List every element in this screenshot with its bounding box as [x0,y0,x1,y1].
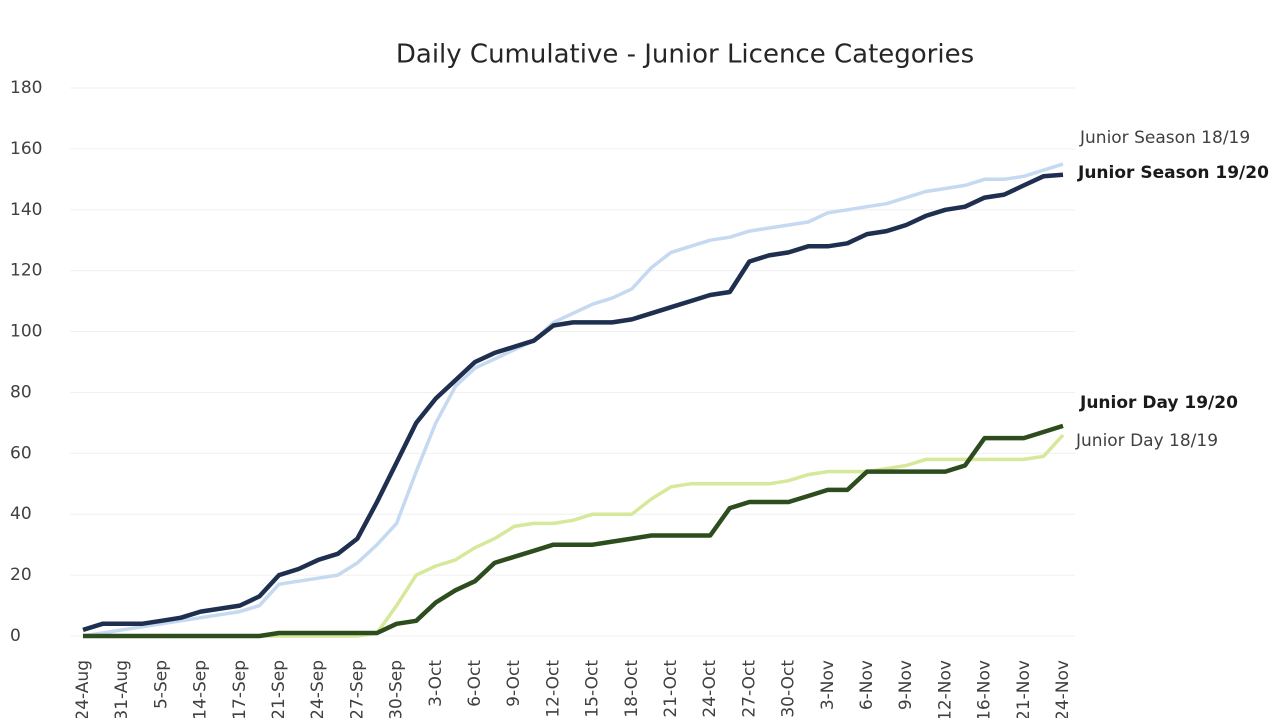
x-tick-label: 18-Oct [622,660,642,718]
x-tick-label: 9-Nov [896,660,916,710]
y-tick-label: 120 [10,261,42,281]
series-label: Junior Day 19/20 [1079,393,1238,413]
x-tick-label: 14-Sep [191,660,211,718]
y-tick-label: 40 [10,504,32,524]
x-tick-label: 27-Oct [739,660,759,718]
x-tick-label: 6-Oct [465,660,485,707]
x-tick-label: 12-Nov [935,660,955,718]
x-tick-label: 6-Nov [857,660,877,710]
x-tick-label: 15-Oct [583,660,603,718]
x-tick-label: 24-Oct [700,660,720,718]
x-tick-label: 30-Sep [387,660,407,718]
series-line [83,423,1064,639]
series-label: Junior Day 18/19 [1075,431,1218,451]
x-tick-label: 5-Sep [151,660,171,709]
x-tick-label: 16-Nov [975,660,995,718]
x-tick-label: 31-Aug [112,660,132,718]
y-tick-label: 160 [10,139,42,159]
x-tick-label: 24-Aug [73,660,93,718]
y-tick-label: 60 [10,443,32,463]
y-tick-label: 100 [10,322,42,342]
x-tick-label: 24-Nov [1053,660,1073,718]
series-line [82,172,1064,633]
x-tick-label: 21-Oct [661,660,681,718]
x-tick-label: 3-Nov [818,660,838,710]
y-tick-label: 140 [10,200,42,220]
x-tick-label: 21-Nov [1014,660,1034,718]
series-label: Junior Season 19/20 [1077,163,1269,183]
x-tick-label: 3-Oct [426,660,446,707]
x-tick-label: 21-Sep [269,660,289,718]
x-tick-label: 17-Sep [230,660,250,718]
series-label: Junior Season 18/19 [1079,128,1250,148]
series-line [82,162,1064,638]
y-tick-label: 20 [10,565,32,585]
x-tick-label: 12-Oct [543,660,563,718]
chart-title: Daily Cumulative - Junior Licence Catego… [396,40,974,70]
x-tick-label: 24-Sep [308,660,328,718]
x-tick-label: 9-Oct [504,660,524,707]
x-tick-label: 27-Sep [347,660,367,718]
x-tick-label: 30-Oct [779,660,799,718]
y-tick-label: 80 [10,382,32,402]
y-tick-label: 180 [10,78,42,98]
y-tick-label: 0 [10,626,21,646]
